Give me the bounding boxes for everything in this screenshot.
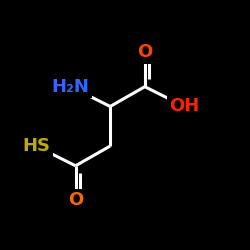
- Text: O: O: [68, 192, 83, 210]
- Text: H₂N: H₂N: [52, 78, 90, 96]
- Text: O: O: [137, 43, 152, 61]
- Text: OH: OH: [169, 98, 200, 116]
- Text: HS: HS: [22, 137, 50, 155]
